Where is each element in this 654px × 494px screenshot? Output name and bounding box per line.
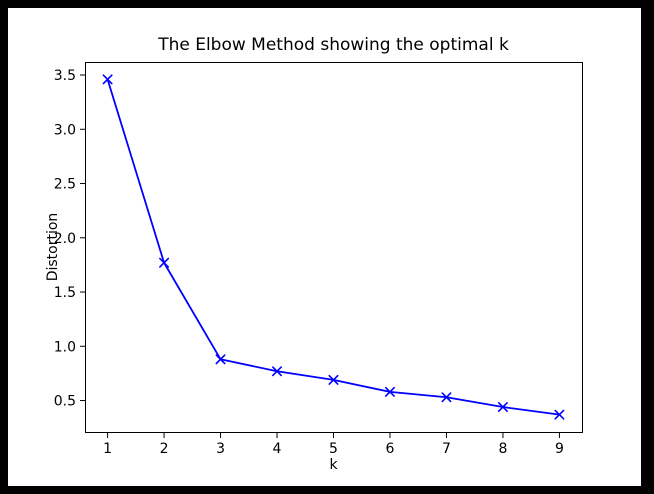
x-tick-label: 6 <box>386 441 395 457</box>
plot-area: 1 2 3 4 5 6 7 8 9 0.5 1.0 1.5 2.0 2.5 3.0 3.5 <box>54 62 583 457</box>
x-tick-label: 3 <box>216 441 225 457</box>
x-tick-label: 9 <box>555 441 564 457</box>
x-tick-label: 2 <box>160 441 169 457</box>
y-tick-label: 1.5 <box>54 285 76 301</box>
marker-x <box>328 374 339 385</box>
marker-x <box>102 74 113 85</box>
x-axis-label: k <box>329 457 338 473</box>
marker-x <box>215 354 226 365</box>
marker-x <box>554 409 565 420</box>
x-tick-label: 7 <box>442 441 451 457</box>
series-line <box>106 79 560 416</box>
x-tick-label: 1 <box>103 441 112 457</box>
marker-x <box>272 366 283 377</box>
elbow-method-chart: The Elbow Method showing the optimal k D… <box>8 8 641 486</box>
marker-x <box>497 402 508 413</box>
x-tick-label: 8 <box>498 441 507 457</box>
marker-x <box>441 392 452 403</box>
y-tick-label: 1.0 <box>54 339 76 355</box>
marker-x <box>159 257 170 268</box>
y-tick-label: 3.5 <box>54 68 76 84</box>
y-tick-label: 3.0 <box>54 122 76 138</box>
y-tick-label: 0.5 <box>54 394 76 410</box>
y-tick-label: 2.0 <box>54 231 76 247</box>
marker-x <box>384 386 395 397</box>
chart-title: The Elbow Method showing the optimal k <box>158 35 509 55</box>
y-tick-label: 2.5 <box>54 177 76 193</box>
axes-spines <box>85 62 583 433</box>
x-tick-label: 4 <box>273 441 282 457</box>
x-tick-label: 5 <box>329 441 338 457</box>
